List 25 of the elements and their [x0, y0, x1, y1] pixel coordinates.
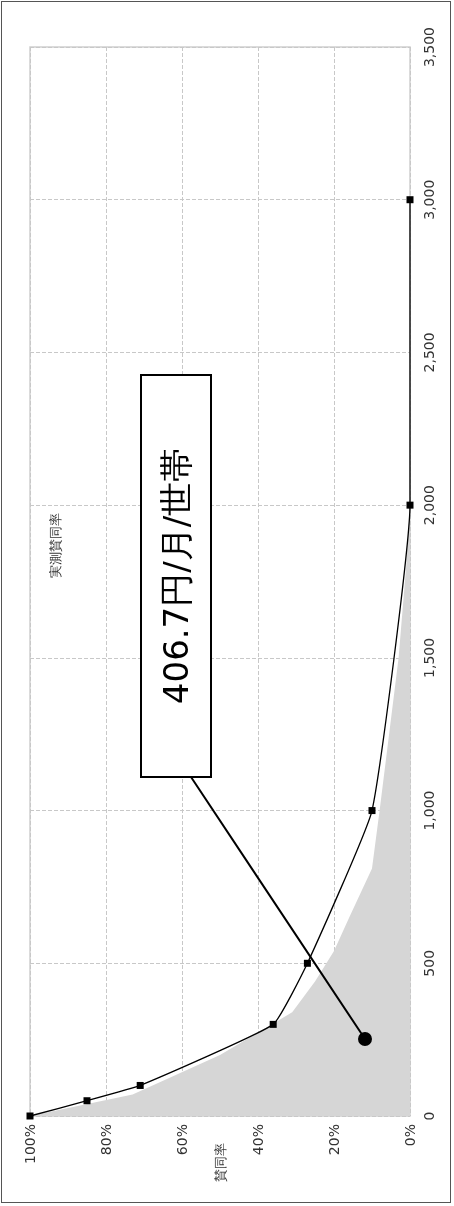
- point: [406, 196, 414, 204]
- annotation: 406.7円/月/世帯: [156, 447, 196, 705]
- x-tick-label: 80%: [98, 1124, 114, 1156]
- text: 実測賛同率: [47, 512, 63, 578]
- point: [368, 807, 376, 815]
- y-tick-label: 500: [421, 949, 437, 977]
- y-tick-label: 2,000: [421, 485, 437, 526]
- x-tick-label: 60%: [174, 1124, 190, 1156]
- x-tick-label: 40%: [250, 1124, 266, 1156]
- y-tick-label: 1,000: [421, 790, 437, 831]
- point: [83, 1097, 91, 1105]
- point: [303, 959, 311, 967]
- y-tick-label: 1,500: [421, 637, 437, 678]
- y-axis-title: 賛同率: [212, 1142, 228, 1182]
- y-tick-label: 0: [421, 1111, 437, 1121]
- point: [26, 1112, 34, 1120]
- point: [406, 501, 414, 509]
- y-tick-label: 2,500: [421, 332, 437, 373]
- x-tick-label: 0%: [402, 1124, 418, 1147]
- y-tick-label: 3,500: [421, 26, 437, 68]
- point: [269, 1020, 277, 1028]
- y-tick-label: 3,000: [421, 179, 437, 220]
- point: [136, 1081, 144, 1089]
- x-tick-label: 20%: [326, 1124, 342, 1156]
- x-tick-label: 100%: [22, 1124, 38, 1165]
